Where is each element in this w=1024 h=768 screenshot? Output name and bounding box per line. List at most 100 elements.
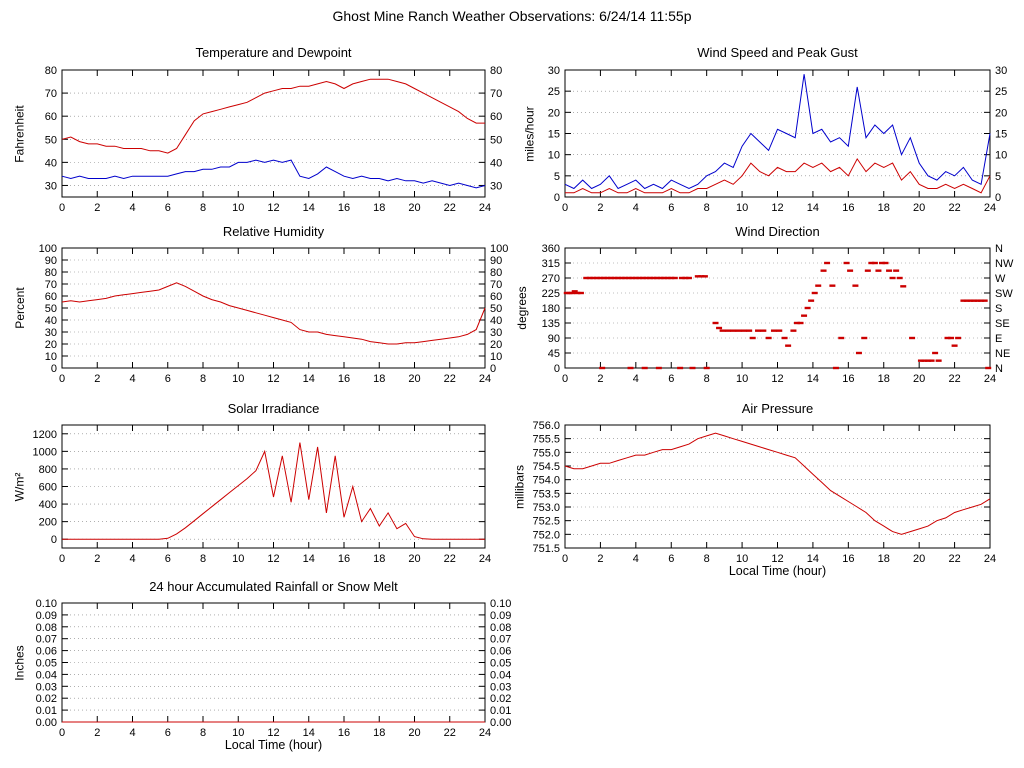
chart-temperature-title: Temperature and Dewpoint [195, 45, 352, 60]
tick-label: 16 [842, 373, 854, 385]
tick-label: NE [995, 348, 1010, 360]
tick-label: 22 [948, 553, 960, 565]
plot-frame [564, 424, 991, 549]
tick-label: 10 [232, 373, 244, 385]
tick-label: 14 [303, 373, 315, 385]
plot-frame [61, 69, 486, 198]
tick-label: 4 [129, 202, 135, 214]
tick-label: 5 [995, 171, 1001, 183]
tick-label: 0.06 [490, 646, 511, 658]
series-peak-gust [564, 74, 991, 190]
tick-label: 70 [490, 88, 502, 100]
tick-label: 753.0 [532, 502, 560, 514]
tick-label: 2 [597, 373, 603, 385]
tick-label: 4 [129, 727, 135, 739]
tick-label: 22 [444, 373, 456, 385]
tick-label: 8 [704, 553, 710, 565]
tick-label: 2 [597, 553, 603, 565]
tick-label: 10 [736, 373, 748, 385]
tick-label: 1200 [33, 429, 57, 441]
tick-label: 24 [984, 553, 996, 565]
wind-direction-y-axis-label: degrees [515, 286, 529, 330]
tick-label: 16 [338, 373, 350, 385]
tick-label: 4 [633, 202, 639, 214]
tick-label: 80 [45, 65, 57, 77]
tick-label: 2 [94, 553, 100, 565]
tick-label: 0 [490, 363, 496, 375]
tick-label: 10 [232, 727, 244, 739]
tick-label: 8 [200, 202, 206, 214]
tick-label: 400 [39, 499, 57, 511]
tick-label: 60 [45, 111, 57, 123]
tick-label: 10 [548, 150, 560, 162]
solar-y-axis-label: W/m² [12, 472, 27, 502]
tick-label: 0 [59, 202, 65, 214]
tick-label: 20 [995, 107, 1007, 119]
rainfall-x-axis-label: Local Time (hour) [224, 738, 323, 752]
chart-rainfall: 0.00 0.000.01 0.010.02 0.020.03 0.030.04 0.04… [36, 598, 512, 739]
tick-label: 6 [165, 727, 171, 739]
tick-label: 1000 [33, 446, 57, 458]
tick-label: 270 [542, 273, 560, 285]
tick-label: 12 [771, 202, 783, 214]
tick-label: 40 [45, 157, 57, 169]
tick-label: 22 [444, 202, 456, 214]
tick-label: 15 [548, 129, 560, 141]
tick-label: SW [995, 288, 1013, 300]
tick-label: 60 [490, 111, 502, 123]
tick-label: 0 [562, 202, 568, 214]
tick-label: 25 [995, 86, 1007, 98]
chart-pressure-title: Air Pressure [741, 401, 814, 416]
tick-label: 8 [200, 373, 206, 385]
tick-label: 24 [984, 373, 996, 385]
tick-label: 0.04 [490, 669, 511, 681]
tick-label: 40 [45, 315, 57, 327]
tick-label: W [995, 273, 1006, 285]
tick-label: 50 [45, 303, 57, 315]
tick-label: 0 [59, 553, 65, 565]
tick-label: 0.00 [490, 717, 511, 729]
chart-rainfall-title: 24 hour Accumulated Rainfall or Snow Mel… [149, 579, 398, 594]
series-temperature [61, 78, 485, 154]
tick-label: 20 [913, 553, 925, 565]
tick-label: 0.10 [36, 598, 57, 610]
tick-label: 20 [548, 107, 560, 119]
tick-label: 0.08 [490, 622, 511, 634]
tick-label: 100 [39, 243, 57, 255]
tick-label: 14 [303, 727, 315, 739]
tick-label: 12 [771, 553, 783, 565]
tick-label: 8 [704, 373, 710, 385]
tick-label: 135 [542, 318, 560, 330]
tick-label: 315 [542, 258, 560, 270]
tick-label: 0.03 [36, 681, 57, 693]
tick-label: 60 [490, 291, 502, 303]
tick-label: 14 [303, 553, 315, 565]
tick-label: 10 [995, 150, 1007, 162]
humidity-y-axis-label: Percent [13, 287, 27, 329]
tick-label: 24 [479, 727, 491, 739]
wind-speed-y-axis-label: miles/hour [522, 106, 537, 162]
tick-label: 756.0 [532, 420, 560, 432]
tick-label: S [995, 303, 1002, 315]
tick-label: 0 [554, 192, 560, 204]
tick-label: 16 [842, 553, 854, 565]
series-dewpoint [61, 159, 486, 189]
tick-label: 4 [633, 553, 639, 565]
tick-label: 0.07 [36, 634, 57, 646]
tick-label: 30 [995, 65, 1007, 77]
tick-label: 14 [303, 202, 315, 214]
tick-label: 80 [45, 267, 57, 279]
tick-label: 0.10 [490, 598, 511, 610]
tick-label: NW [995, 258, 1014, 270]
tick-label: 24 [479, 553, 491, 565]
tick-label: 10 [490, 351, 502, 363]
pressure-y-axis-label: millibars [512, 465, 527, 510]
tick-label: 25 [548, 86, 560, 98]
tick-label: 4 [633, 373, 639, 385]
tick-label: 30 [45, 180, 57, 192]
tick-label: 22 [444, 553, 456, 565]
tick-label: 20 [913, 202, 925, 214]
